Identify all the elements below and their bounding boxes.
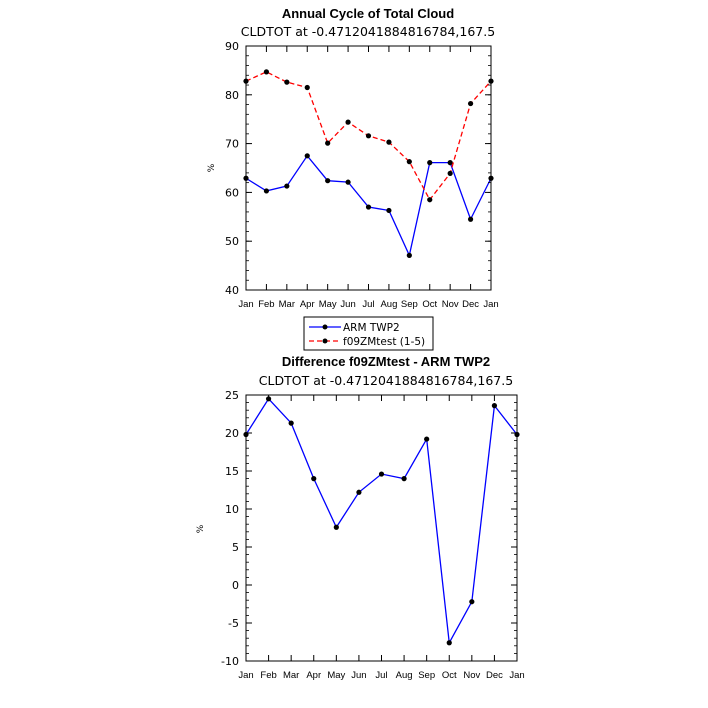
series-line-0 bbox=[245, 397, 518, 645]
legend-marker-arm bbox=[322, 324, 328, 330]
y-axis-label: % bbox=[196, 524, 206, 533]
data-point bbox=[467, 216, 474, 222]
data-point bbox=[284, 183, 290, 189]
y-tick-label: 60 bbox=[225, 186, 239, 199]
data-point bbox=[365, 204, 372, 210]
data-point bbox=[386, 207, 392, 214]
x-tick-label: Oct bbox=[442, 670, 457, 681]
x-tick-label: Jun bbox=[340, 299, 355, 310]
data-point bbox=[406, 252, 412, 258]
data-point bbox=[333, 524, 339, 530]
y-tick-label: 15 bbox=[225, 465, 239, 478]
data-point bbox=[491, 403, 498, 409]
x-tick-label: Jul bbox=[362, 299, 374, 310]
x-tick-label: Sep bbox=[418, 670, 435, 681]
y-tick-label: 40 bbox=[225, 284, 239, 297]
data-point bbox=[263, 69, 270, 75]
x-tick-label: Oct bbox=[422, 299, 437, 310]
x-tick-label: Aug bbox=[396, 670, 413, 681]
y-tick-label: 20 bbox=[225, 427, 239, 440]
y-tick-label: 50 bbox=[225, 235, 239, 248]
data-point bbox=[469, 599, 475, 605]
x-tick-label: Apr bbox=[306, 670, 321, 681]
x-tick-label: Aug bbox=[380, 299, 397, 310]
legend-label-arm: ARM TWP2 bbox=[343, 322, 400, 334]
data-point bbox=[365, 133, 372, 139]
data-point bbox=[406, 159, 412, 165]
chart-subtitle: CLDTOT at -0.4712041884816784,167.5 bbox=[241, 24, 495, 39]
data-point bbox=[427, 197, 433, 203]
legend-marker-model bbox=[322, 338, 328, 344]
data-point bbox=[401, 476, 407, 482]
difference-chart: Difference f09ZMtest - ARM TWP2 CLDTOT a… bbox=[196, 354, 525, 681]
x-tick-label: Mar bbox=[279, 299, 295, 310]
data-point bbox=[263, 188, 270, 194]
y-tick-label: -10 bbox=[221, 655, 239, 668]
y-tick-label: 25 bbox=[225, 389, 239, 402]
data-point bbox=[284, 79, 290, 85]
data-point bbox=[427, 160, 433, 166]
annual-cycle-chart: Annual Cycle of Total Cloud CLDTOT at -0… bbox=[207, 6, 499, 310]
legend: ARM TWP2 f09ZMtest (1-5) bbox=[303, 316, 434, 351]
x-tick-label: Nov bbox=[463, 670, 480, 681]
data-point bbox=[325, 178, 331, 184]
data-point bbox=[424, 436, 430, 442]
x-tick-label: Jan bbox=[238, 670, 253, 681]
x-tick-label: Jan bbox=[483, 299, 498, 310]
data-point bbox=[311, 476, 317, 482]
data-point bbox=[467, 100, 474, 107]
x-tick-label: Apr bbox=[300, 299, 315, 310]
data-point bbox=[304, 84, 310, 91]
y-tick-label: 90 bbox=[225, 40, 239, 53]
data-point bbox=[325, 140, 331, 146]
x-tick-label: Jan bbox=[509, 670, 524, 681]
y-tick-label: 80 bbox=[225, 89, 239, 102]
y-axis-label: % bbox=[207, 163, 217, 172]
x-tick-label: Jan bbox=[238, 299, 253, 310]
data-point bbox=[386, 139, 392, 145]
data-point bbox=[356, 489, 362, 495]
legend-entry-arm: ARM TWP2 bbox=[309, 322, 400, 334]
plot-frame bbox=[245, 394, 518, 662]
y-tick-label: -5 bbox=[228, 617, 239, 630]
legend-entry-model: f09ZMtest (1-5) bbox=[309, 336, 425, 348]
data-point bbox=[378, 471, 385, 477]
data-point bbox=[345, 119, 351, 125]
x-tick-label: Feb bbox=[258, 299, 274, 310]
legend-label-model: f09ZMtest (1-5) bbox=[343, 336, 425, 348]
y-tick-label: 10 bbox=[225, 503, 239, 516]
chart-subtitle: CLDTOT at -0.4712041884816784,167.5 bbox=[259, 373, 513, 388]
x-tick-label: Jun bbox=[351, 670, 366, 681]
data-point bbox=[345, 179, 351, 185]
data-point bbox=[446, 640, 452, 646]
x-tick-label: May bbox=[319, 299, 337, 310]
plot-frame bbox=[245, 45, 492, 291]
x-tick-label: Mar bbox=[283, 670, 299, 681]
data-point bbox=[288, 420, 294, 426]
data-point bbox=[447, 170, 453, 176]
x-tick-label: Dec bbox=[462, 299, 479, 310]
data-point bbox=[447, 160, 453, 166]
x-tick-label: Dec bbox=[486, 670, 503, 681]
y-tick-label: 0 bbox=[232, 579, 239, 592]
chart-title: Annual Cycle of Total Cloud bbox=[282, 6, 454, 21]
x-tick-label: Nov bbox=[442, 299, 459, 310]
x-tick-label: Jul bbox=[375, 670, 387, 681]
y-tick-label: 70 bbox=[225, 138, 239, 151]
chart-title: Difference f09ZMtest - ARM TWP2 bbox=[282, 354, 490, 369]
data-point bbox=[304, 153, 310, 159]
y-tick-label: 5 bbox=[232, 541, 239, 554]
x-tick-label: May bbox=[327, 670, 345, 681]
x-tick-label: Feb bbox=[260, 670, 276, 681]
x-tick-label: Sep bbox=[401, 299, 418, 310]
legend-box bbox=[303, 316, 434, 351]
